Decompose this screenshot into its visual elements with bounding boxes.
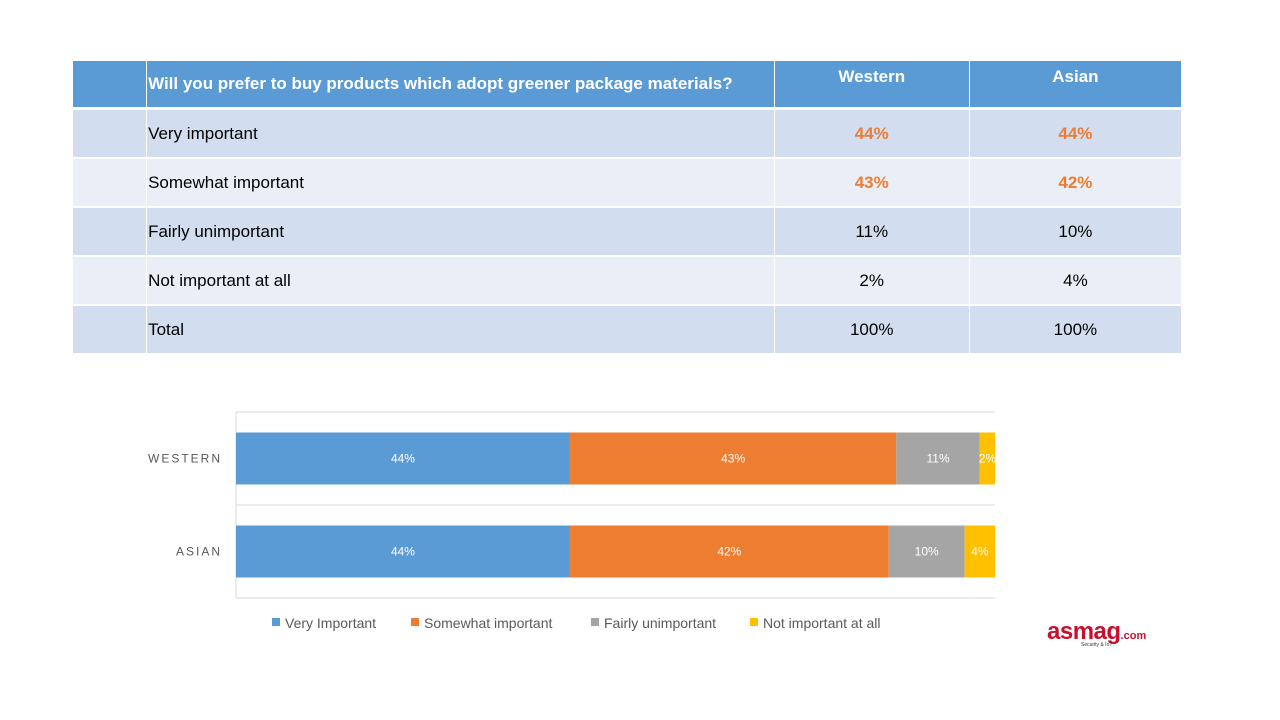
western-column-header: Western (774, 61, 970, 110)
legend-swatch (591, 618, 599, 626)
row-label: Fairly unimportant (147, 208, 775, 257)
bar-segment (236, 432, 570, 485)
bar-data-label: 4% (971, 545, 989, 559)
logo-suffix: .com (1120, 630, 1147, 642)
row-blank-cell (73, 257, 148, 306)
asian-value: 4% (969, 257, 1182, 306)
bar-data-label: 42% (717, 545, 741, 559)
bar-data-label: 2% (979, 452, 997, 466)
logo-text: asmag (1047, 618, 1121, 645)
row-blank-cell (73, 110, 148, 159)
logo-tagline: Security & IoT (1081, 642, 1113, 648)
asian-value: 100% (969, 306, 1182, 355)
row-blank-cell (73, 208, 148, 257)
western-value: 44% (774, 110, 970, 159)
category-label: WESTERN (148, 452, 222, 466)
table-row: Fairly unimportant 11% 10% (73, 208, 1182, 257)
bar-data-label: 43% (721, 452, 745, 466)
bar-segment (569, 525, 889, 578)
table-header-row: Will you prefer to buy products which ad… (73, 61, 1182, 110)
bar-segment (569, 432, 897, 485)
asian-value: 10% (969, 208, 1182, 257)
category-label: ASIAN (176, 545, 222, 559)
bar-data-label: 44% (391, 452, 415, 466)
row-blank-cell (73, 306, 148, 355)
western-value: 100% (774, 306, 970, 355)
asian-value: 42% (969, 159, 1182, 208)
legend-swatch (272, 618, 280, 626)
table-row: Not important at all 2% 4% (73, 257, 1182, 306)
asian-column-header: Asian (969, 61, 1182, 110)
table-row: Somewhat important 43% 42% (73, 159, 1182, 208)
bar-segment (896, 432, 980, 485)
bar-data-label: 10% (915, 545, 939, 559)
legend-label: Not important at all (763, 615, 881, 631)
asian-value: 44% (969, 110, 1182, 159)
legend-label: Very Important (285, 615, 376, 631)
western-value: 2% (774, 257, 970, 306)
legend-swatch (411, 618, 419, 626)
legend-label: Somewhat important (424, 615, 553, 631)
survey-table: Will you prefer to buy products which ad… (73, 61, 1182, 355)
question-header: Will you prefer to buy products which ad… (147, 61, 775, 110)
row-blank-cell (73, 159, 148, 208)
table-row: Very important 44% 44% (73, 110, 1182, 159)
bar-segment (979, 432, 995, 485)
header-blank-cell (73, 61, 148, 110)
asmag-logo: asmag.com Security & IoT (1047, 620, 1167, 650)
row-label: Total (147, 306, 775, 355)
row-label: Somewhat important (147, 159, 775, 208)
western-value: 11% (774, 208, 970, 257)
western-value: 43% (774, 159, 970, 208)
bar-segment (964, 525, 995, 578)
row-label: Not important at all (147, 257, 775, 306)
table-row: Total 100% 100% (73, 306, 1182, 355)
legend-label: Fairly unimportant (604, 615, 716, 631)
bar-segment (236, 525, 570, 578)
legend-swatch (750, 618, 758, 626)
bar-data-label: 44% (391, 545, 415, 559)
bar-data-label: 11% (927, 452, 950, 466)
bar-segment (888, 525, 965, 578)
row-label: Very important (147, 110, 775, 159)
